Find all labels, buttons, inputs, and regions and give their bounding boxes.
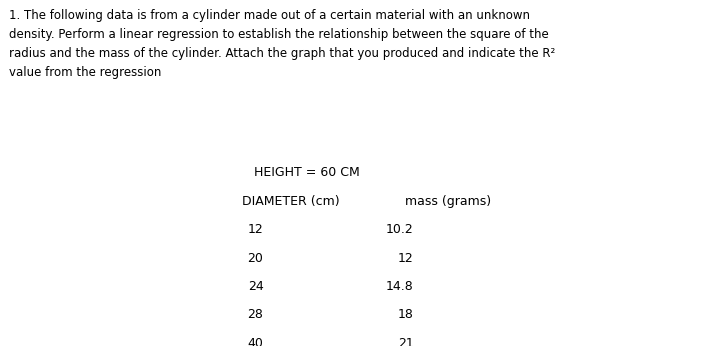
Text: DIAMETER (cm): DIAMETER (cm)	[242, 195, 339, 209]
Text: 12: 12	[248, 223, 263, 236]
Text: 1. The following data is from a cylinder made out of a certain material with an : 1. The following data is from a cylinder…	[9, 9, 555, 79]
Text: HEIGHT = 60 CM: HEIGHT = 60 CM	[254, 166, 360, 179]
Text: 18: 18	[398, 308, 414, 321]
Text: 28: 28	[248, 308, 263, 321]
Text: 14.8: 14.8	[386, 280, 414, 293]
Text: 24: 24	[248, 280, 263, 293]
Text: 20: 20	[248, 252, 263, 265]
Text: 21: 21	[398, 337, 414, 346]
Text: 40: 40	[248, 337, 263, 346]
Text: mass (grams): mass (grams)	[405, 195, 490, 209]
Text: 12: 12	[398, 252, 414, 265]
Text: 10.2: 10.2	[386, 223, 414, 236]
